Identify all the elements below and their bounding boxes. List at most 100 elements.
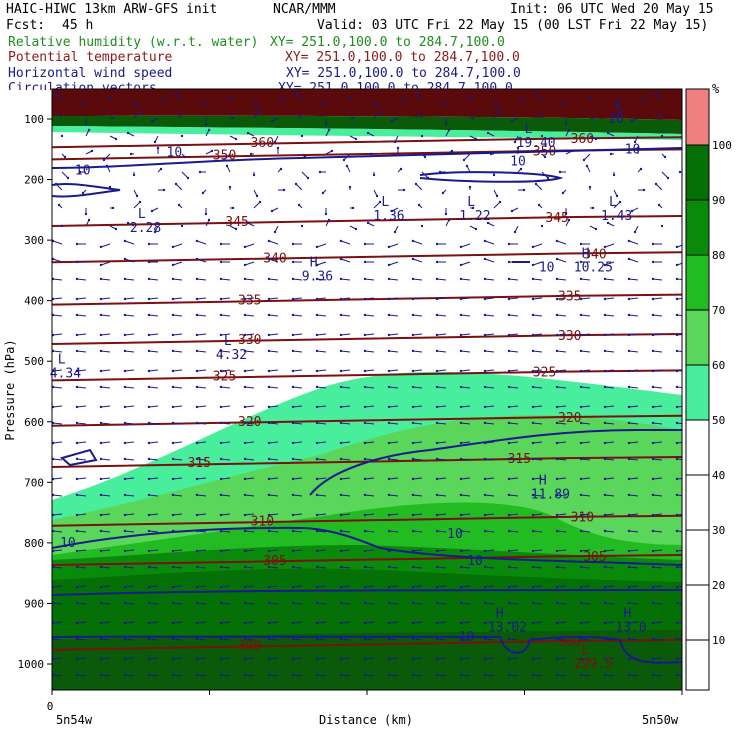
vector [556,513,567,516]
vector-head [267,277,271,281]
vector-head [243,369,247,373]
vector [220,602,231,605]
vector-head [87,218,91,222]
vector-head [52,529,55,533]
vector-head [411,621,415,625]
vector [292,350,303,353]
wind-contour-2 [419,171,564,183]
vector-head [606,221,610,225]
vector-head [363,242,367,246]
vector [55,183,63,191]
vector-head [52,673,55,677]
vector-head [507,493,511,497]
vector-head [99,297,103,301]
vector [532,386,543,389]
vector-head [105,164,109,168]
vector-head [219,349,223,353]
vector-head [387,621,391,625]
vector-head [387,549,391,553]
vector-head [411,657,415,661]
vector-head [555,637,559,641]
vector-head [447,218,451,222]
vector-head [291,549,295,553]
vector-head [219,477,223,481]
vector [100,494,111,497]
vector [100,585,111,588]
vector [436,441,447,444]
vector-head [52,421,55,425]
vector-head [75,477,79,481]
vector [292,674,303,677]
vector [133,201,141,209]
vector [341,694,350,695]
y-tick-label: 800 [24,537,44,550]
vector [580,494,591,497]
vector [76,369,87,372]
vector-head [411,565,415,569]
vector-head [652,694,654,696]
vector-head [123,313,127,317]
vector-head [315,405,319,409]
vector [244,585,255,588]
vector [52,674,63,677]
vector-head [627,513,631,517]
vector-head [52,493,55,497]
vector-head [219,277,223,281]
vector [293,694,302,695]
vector-head [171,405,175,409]
vector [316,314,327,317]
y-tick-label: 700 [24,476,44,489]
extremum-value-4: 10.25 [574,260,613,275]
vector-head [540,134,544,138]
vector-head [387,333,391,337]
vector [125,694,134,695]
vector [268,657,279,660]
vector-head [435,477,439,481]
vector [340,638,351,641]
theta-label-360: 360 [251,136,274,151]
vector-head [195,565,199,569]
extremum-value-7: 4.34 [50,366,81,381]
vector [364,278,375,281]
vector [244,369,255,372]
vector [124,405,135,408]
vector [532,638,543,641]
vector [508,494,519,497]
vector-head [291,529,295,533]
vector-head [100,694,102,696]
vector-head [219,313,223,317]
vector [172,261,183,266]
vector [556,549,567,552]
vector [244,261,255,266]
vector [580,386,591,389]
vector [148,621,159,624]
vector [484,258,495,263]
vector [532,657,543,660]
vector-head [675,673,679,677]
vector-head [291,657,295,661]
theta-contour-330 [52,333,682,346]
vector [604,530,615,533]
vector-head [651,493,655,497]
vector [580,674,591,677]
vector-head [675,493,679,497]
vector-head [603,621,607,625]
vector-head [435,441,439,445]
vector-head [75,549,79,553]
vector [508,621,519,624]
vector [364,458,375,461]
vector-head [363,673,367,677]
vector-head [330,149,334,153]
vector [196,549,207,552]
vector-head [444,122,448,126]
vector [388,513,399,516]
vector-head [531,369,535,373]
vector [173,694,182,695]
vector-head [366,221,370,225]
wind-label-6: 10 [459,630,475,645]
vector-head [627,333,631,337]
vector-head [651,277,655,281]
vector-head [627,239,631,243]
wind-contour-8 [52,635,682,664]
